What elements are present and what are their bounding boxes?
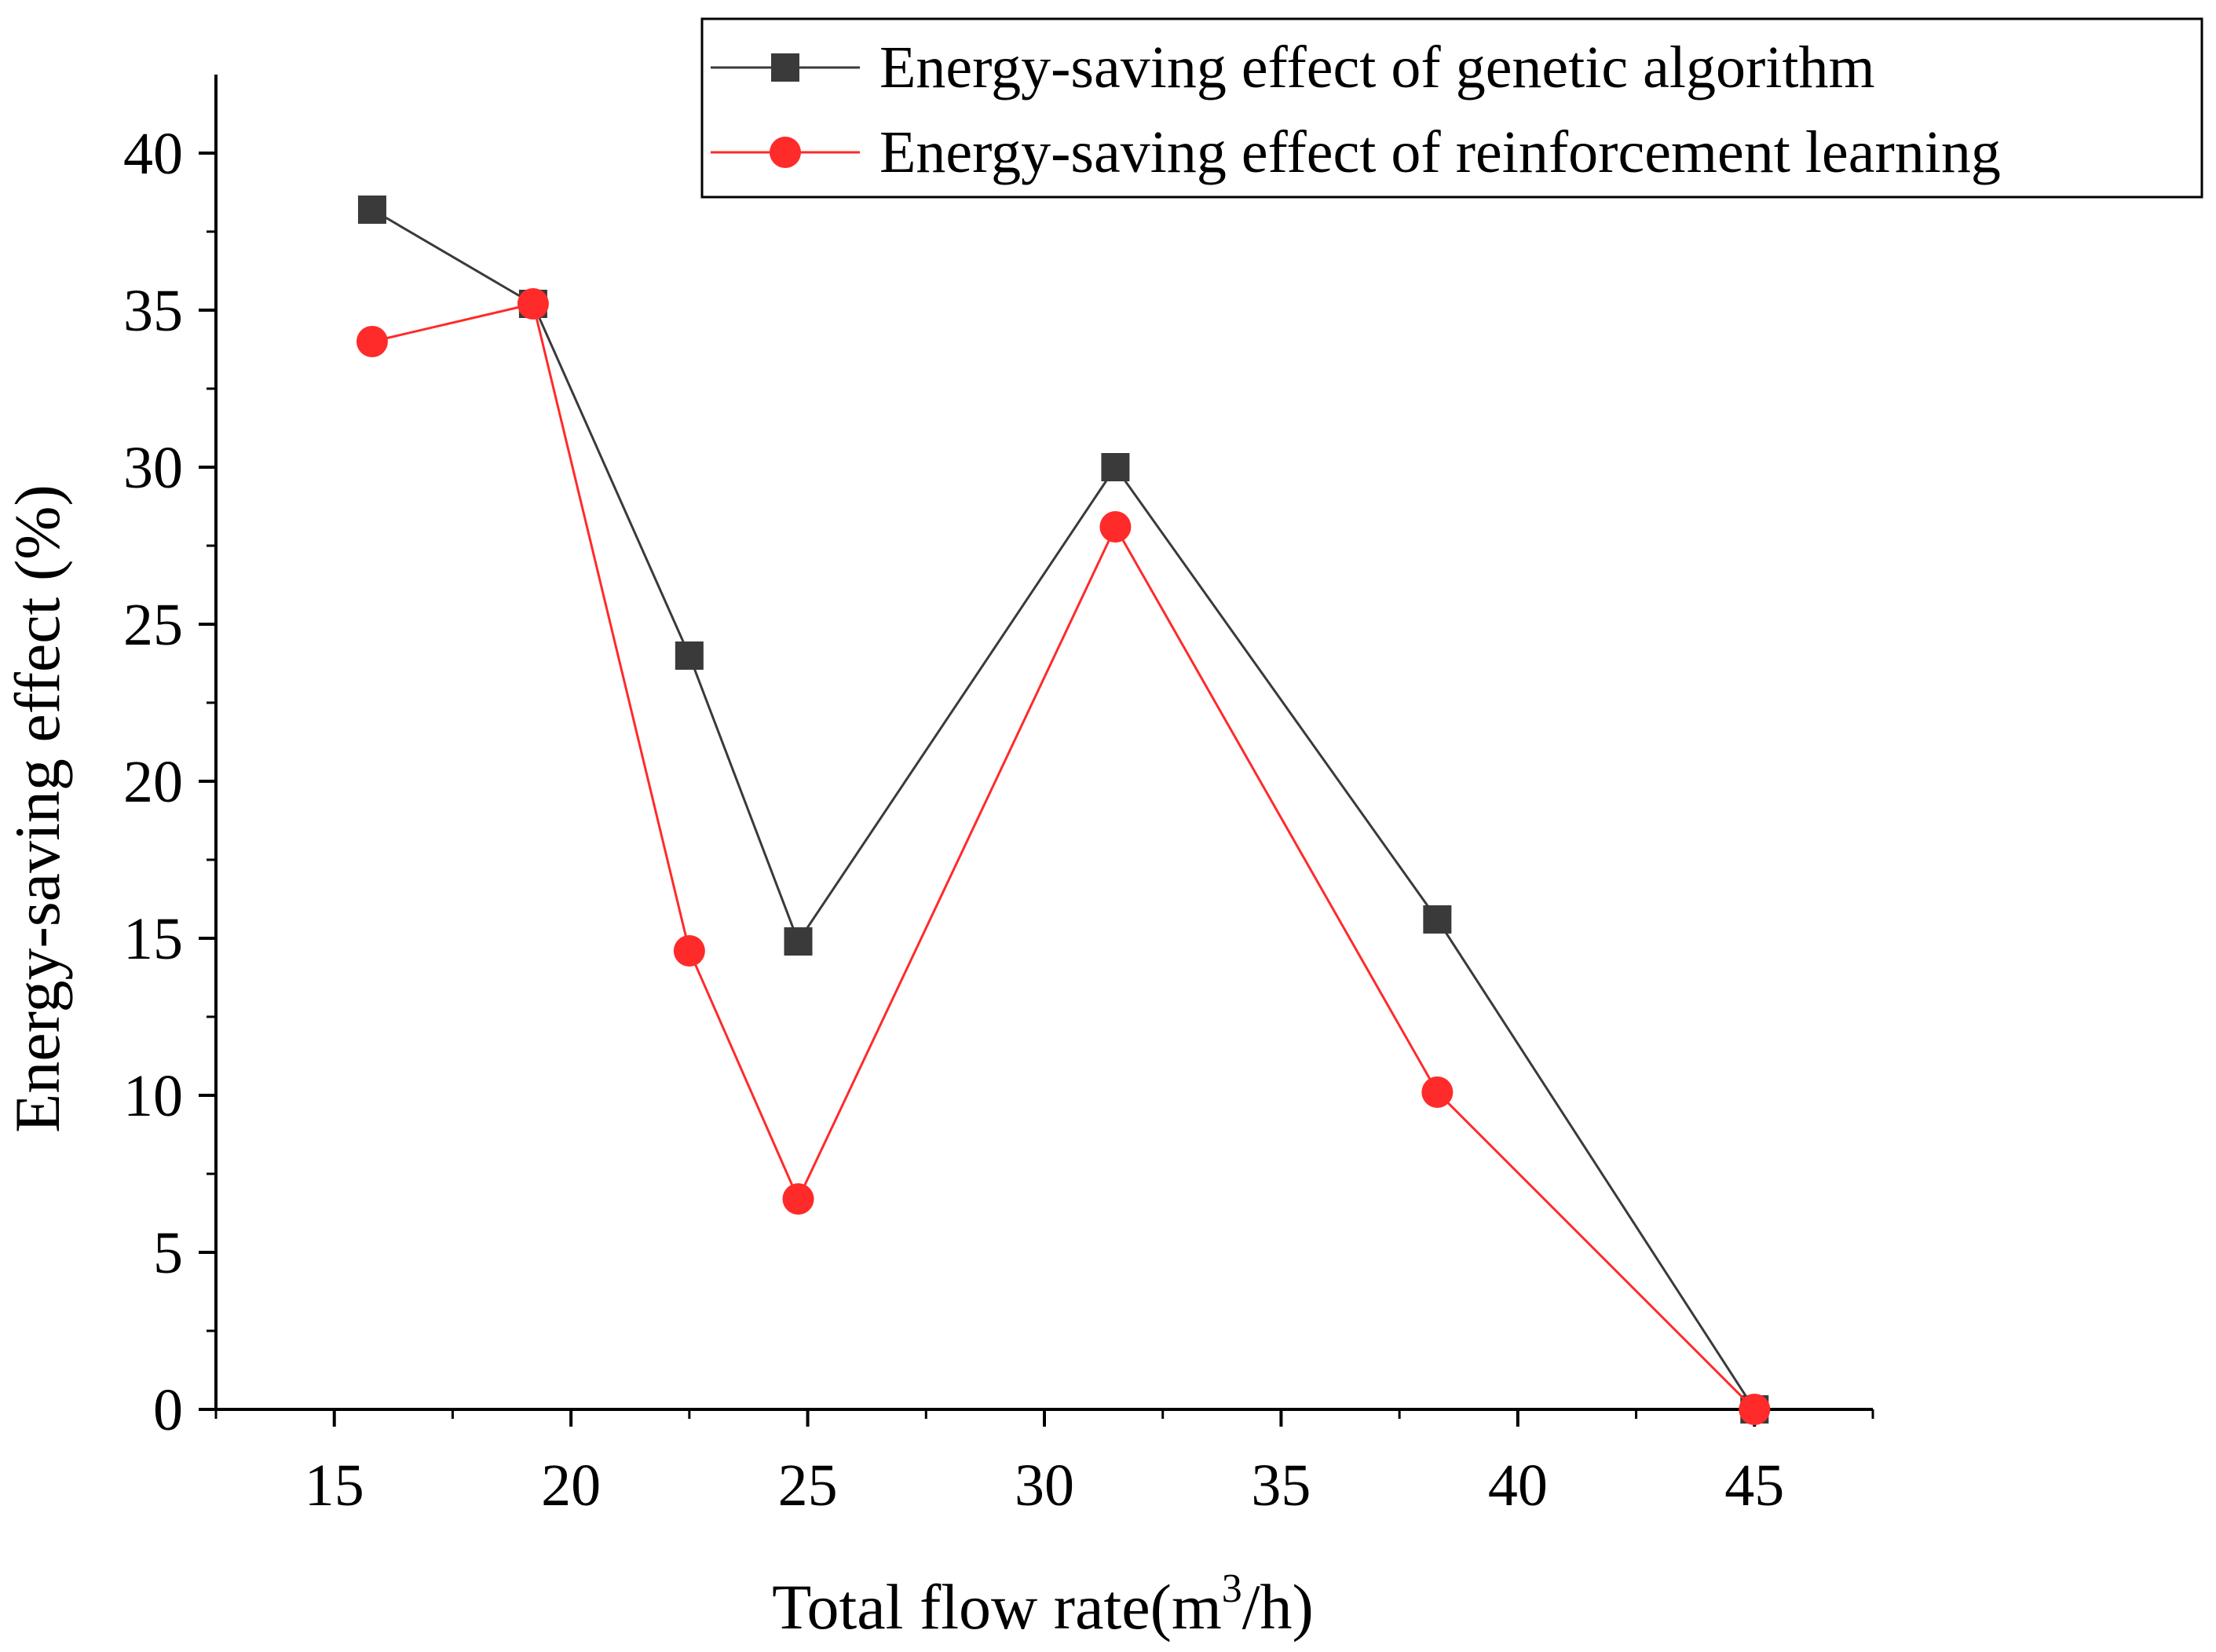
axes: 0 5 10 15 20 25 30 35 40 15 20 25 30 35 40 45 bbox=[123, 75, 1874, 1519]
data-point bbox=[1101, 453, 1130, 481]
y-tick-label: 30 bbox=[123, 435, 183, 501]
y-tick-label: 35 bbox=[123, 278, 183, 344]
x-axis-title-superscript: 3 bbox=[1222, 1566, 1242, 1611]
legend-box bbox=[700, 17, 2203, 199]
x-tick-label: 45 bbox=[1724, 1453, 1784, 1519]
y-axis-title: Energy-saving effect (%) bbox=[2, 484, 73, 1133]
x-axis-title-suffix: /h) bbox=[1242, 1571, 1314, 1643]
series-line bbox=[371, 302, 1756, 1411]
data-point bbox=[357, 196, 386, 224]
data-point bbox=[517, 288, 549, 320]
legend-label: Energy-saving effect of reinforcement le… bbox=[879, 119, 2001, 185]
legend-entry-2: Energy-saving effect of reinforcement le… bbox=[711, 119, 2001, 185]
y-tick-label: 25 bbox=[123, 592, 183, 658]
x-tick-label: 25 bbox=[778, 1453, 838, 1519]
y-tick-label: 10 bbox=[123, 1063, 183, 1129]
legend-entry-1: Energy-saving effect of genetic algorith… bbox=[711, 35, 1875, 101]
data-point bbox=[1739, 1394, 1771, 1425]
data-point bbox=[1099, 511, 1132, 543]
y-tick-label: 20 bbox=[123, 749, 183, 815]
x-tick-label: 40 bbox=[1488, 1453, 1548, 1519]
plot-series bbox=[356, 196, 1771, 1425]
x-tick-label: 35 bbox=[1251, 1453, 1311, 1519]
data-point bbox=[1423, 905, 1452, 934]
series-line bbox=[371, 208, 1756, 1410]
x-axis-title: Total flow rate(m3/h) bbox=[772, 1566, 1314, 1643]
legend-marker bbox=[770, 137, 801, 168]
legend-marker bbox=[771, 53, 799, 82]
data-point bbox=[782, 1183, 814, 1215]
legend: Energy-saving effect of genetic algorith… bbox=[700, 17, 2203, 199]
data-point bbox=[784, 927, 813, 956]
series-1 bbox=[357, 196, 1769, 1424]
data-point bbox=[673, 935, 705, 967]
series-2 bbox=[356, 288, 1771, 1425]
x-tick-label: 30 bbox=[1015, 1453, 1074, 1519]
x-axis-title-main: Total flow rate(m bbox=[772, 1571, 1222, 1643]
y-tick-label: 0 bbox=[153, 1377, 183, 1443]
data-point bbox=[356, 326, 388, 357]
data-point bbox=[1421, 1076, 1454, 1108]
y-tick-label: 5 bbox=[153, 1220, 183, 1286]
x-tick-label: 15 bbox=[305, 1453, 364, 1519]
y-tick-label: 15 bbox=[123, 906, 183, 972]
y-tick-label: 40 bbox=[123, 121, 183, 187]
data-point bbox=[675, 641, 704, 670]
legend-label: Energy-saving effect of genetic algorith… bbox=[879, 35, 1875, 101]
x-tick-label: 20 bbox=[541, 1453, 601, 1519]
